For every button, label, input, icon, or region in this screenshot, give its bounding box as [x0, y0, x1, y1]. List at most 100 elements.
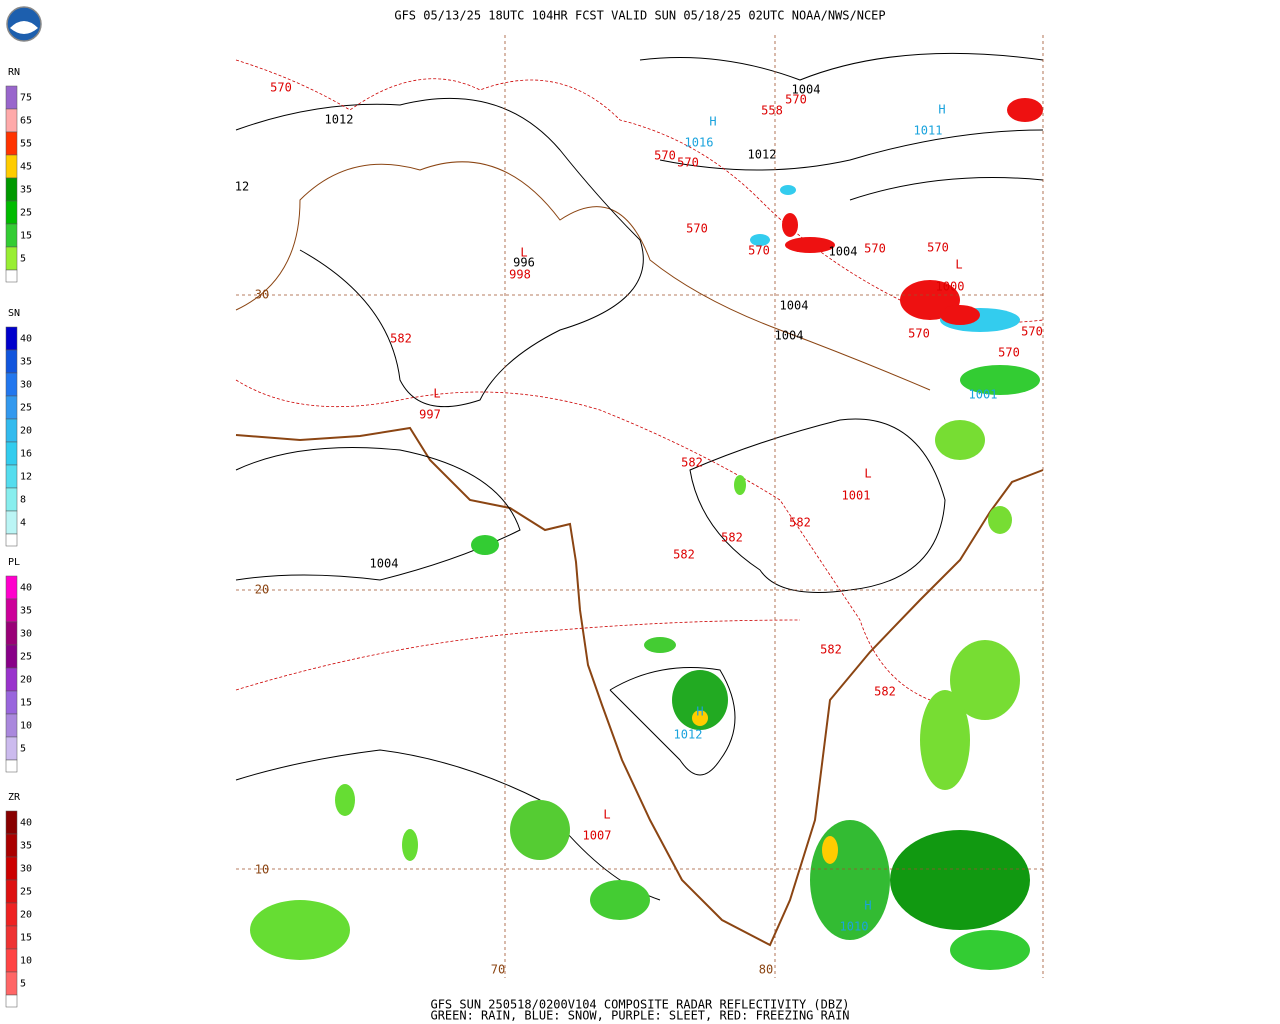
contour-label: 998 — [509, 268, 531, 282]
legend-title: PL — [8, 557, 20, 568]
pressure-center: H — [696, 705, 703, 719]
legend-swatch — [5, 85, 18, 110]
contour-label: 1016 — [685, 136, 714, 150]
pressure-center: L — [864, 467, 871, 481]
contour-label: 570 — [677, 156, 699, 170]
map-frame — [235, 52, 1044, 947]
legend-label: 40 — [20, 818, 32, 829]
legend-label: 25 — [20, 208, 32, 219]
contour-label: 582 — [789, 516, 811, 530]
contour-label: 70 — [491, 963, 505, 977]
legend-label: 15 — [20, 698, 32, 709]
noaa-logo — [6, 6, 42, 42]
contour-label: 570 — [785, 93, 807, 107]
legend-label: 40 — [20, 583, 32, 594]
legend-label: 20 — [20, 675, 32, 686]
legend-swatch — [5, 177, 18, 202]
legend-label: 35 — [20, 185, 32, 196]
legend-swatch — [5, 533, 18, 547]
contour-label: 1007 — [583, 829, 612, 843]
contour-label: 12 — [235, 180, 249, 194]
contour-label: 1004 — [829, 245, 858, 259]
legend-swatch — [5, 418, 18, 443]
legend-swatch — [5, 810, 18, 835]
legend-swatch — [5, 879, 18, 904]
pressure-center: L — [955, 258, 962, 272]
pressure-center: H — [864, 899, 871, 913]
legend-swatch — [5, 223, 18, 248]
legend-swatch — [5, 994, 18, 1008]
legend-title: ZR — [8, 792, 21, 803]
contour-label: 80 — [759, 963, 773, 977]
contour-label: 10 — [255, 863, 269, 877]
contour-label: 570 — [998, 346, 1020, 360]
legend-swatch — [5, 621, 18, 646]
legend-label: 20 — [20, 426, 32, 437]
legend-label: 65 — [20, 116, 32, 127]
title: GFS 05/13/25 18UTC 104HR FCST VALID SUN … — [394, 9, 885, 23]
contour-label: 582 — [721, 531, 743, 545]
legend-swatch — [5, 349, 18, 374]
contour-label: 582 — [681, 456, 703, 470]
contour-label: 582 — [874, 685, 896, 699]
legend-swatch — [5, 441, 18, 466]
legend-label: 15 — [20, 933, 32, 944]
legend-swatch — [5, 690, 18, 715]
legend-label: 30 — [20, 864, 32, 875]
contour-label: 558 — [761, 104, 783, 118]
contour-label: 1004 — [780, 299, 809, 313]
legend-swatch — [5, 200, 18, 225]
pressure-center: H — [709, 115, 716, 129]
legend-swatch — [5, 598, 18, 623]
legend-swatch — [5, 395, 18, 420]
legend-label: 30 — [20, 629, 32, 640]
contour-label: 582 — [390, 332, 412, 346]
contour-label: 570 — [1021, 325, 1043, 339]
legend-swatch — [5, 667, 18, 692]
legend-label: 8 — [20, 495, 26, 506]
legend-label: 25 — [20, 887, 32, 898]
contour-label: 1001 — [842, 489, 871, 503]
contour-label: 570 — [748, 244, 770, 258]
legend-label: 25 — [20, 652, 32, 663]
contour-label: 30 — [255, 288, 269, 302]
legend-swatch — [5, 736, 18, 761]
legend-swatch — [5, 925, 18, 950]
legend-swatch — [5, 464, 18, 489]
legend-swatch — [5, 510, 18, 535]
contour-label: 582 — [820, 643, 842, 657]
precipitation — [250, 98, 1043, 970]
pressure-center: L — [603, 808, 610, 822]
contour-label: 570 — [686, 222, 708, 236]
contour-label: 1004 — [792, 83, 821, 97]
contour-label: 570 — [864, 242, 886, 256]
legend-label: 35 — [20, 606, 32, 617]
contour-label: 570 — [270, 81, 292, 95]
legend-label: 10 — [20, 956, 32, 967]
contour-label: 997 — [419, 408, 441, 422]
legend-label: 5 — [20, 254, 26, 265]
legend-label: 40 — [20, 334, 32, 345]
legend-swatch — [5, 487, 18, 512]
legend-swatch — [5, 326, 18, 351]
contour-label: 1012 — [325, 113, 354, 127]
contour-label: 1004 — [370, 557, 399, 571]
legend-swatch — [5, 833, 18, 858]
legend-label: 15 — [20, 231, 32, 242]
contour-label: 582 — [673, 548, 695, 562]
legend-label: 5 — [20, 744, 26, 755]
contour-label: 1004 — [775, 329, 804, 343]
legend-swatch — [5, 154, 18, 179]
legend-swatch — [5, 108, 18, 133]
contour-label: 1001 — [969, 388, 998, 402]
contour-label: 1012 — [674, 728, 703, 742]
legend-title: SN — [8, 308, 20, 319]
contour-label: 1010 — [840, 920, 869, 934]
legend-label: 5 — [20, 979, 26, 990]
legend-label: 35 — [20, 841, 32, 852]
legend-swatch — [5, 759, 18, 773]
legend-label: 25 — [20, 403, 32, 414]
legend-label: 16 — [20, 449, 32, 460]
legend-swatch — [5, 372, 18, 397]
